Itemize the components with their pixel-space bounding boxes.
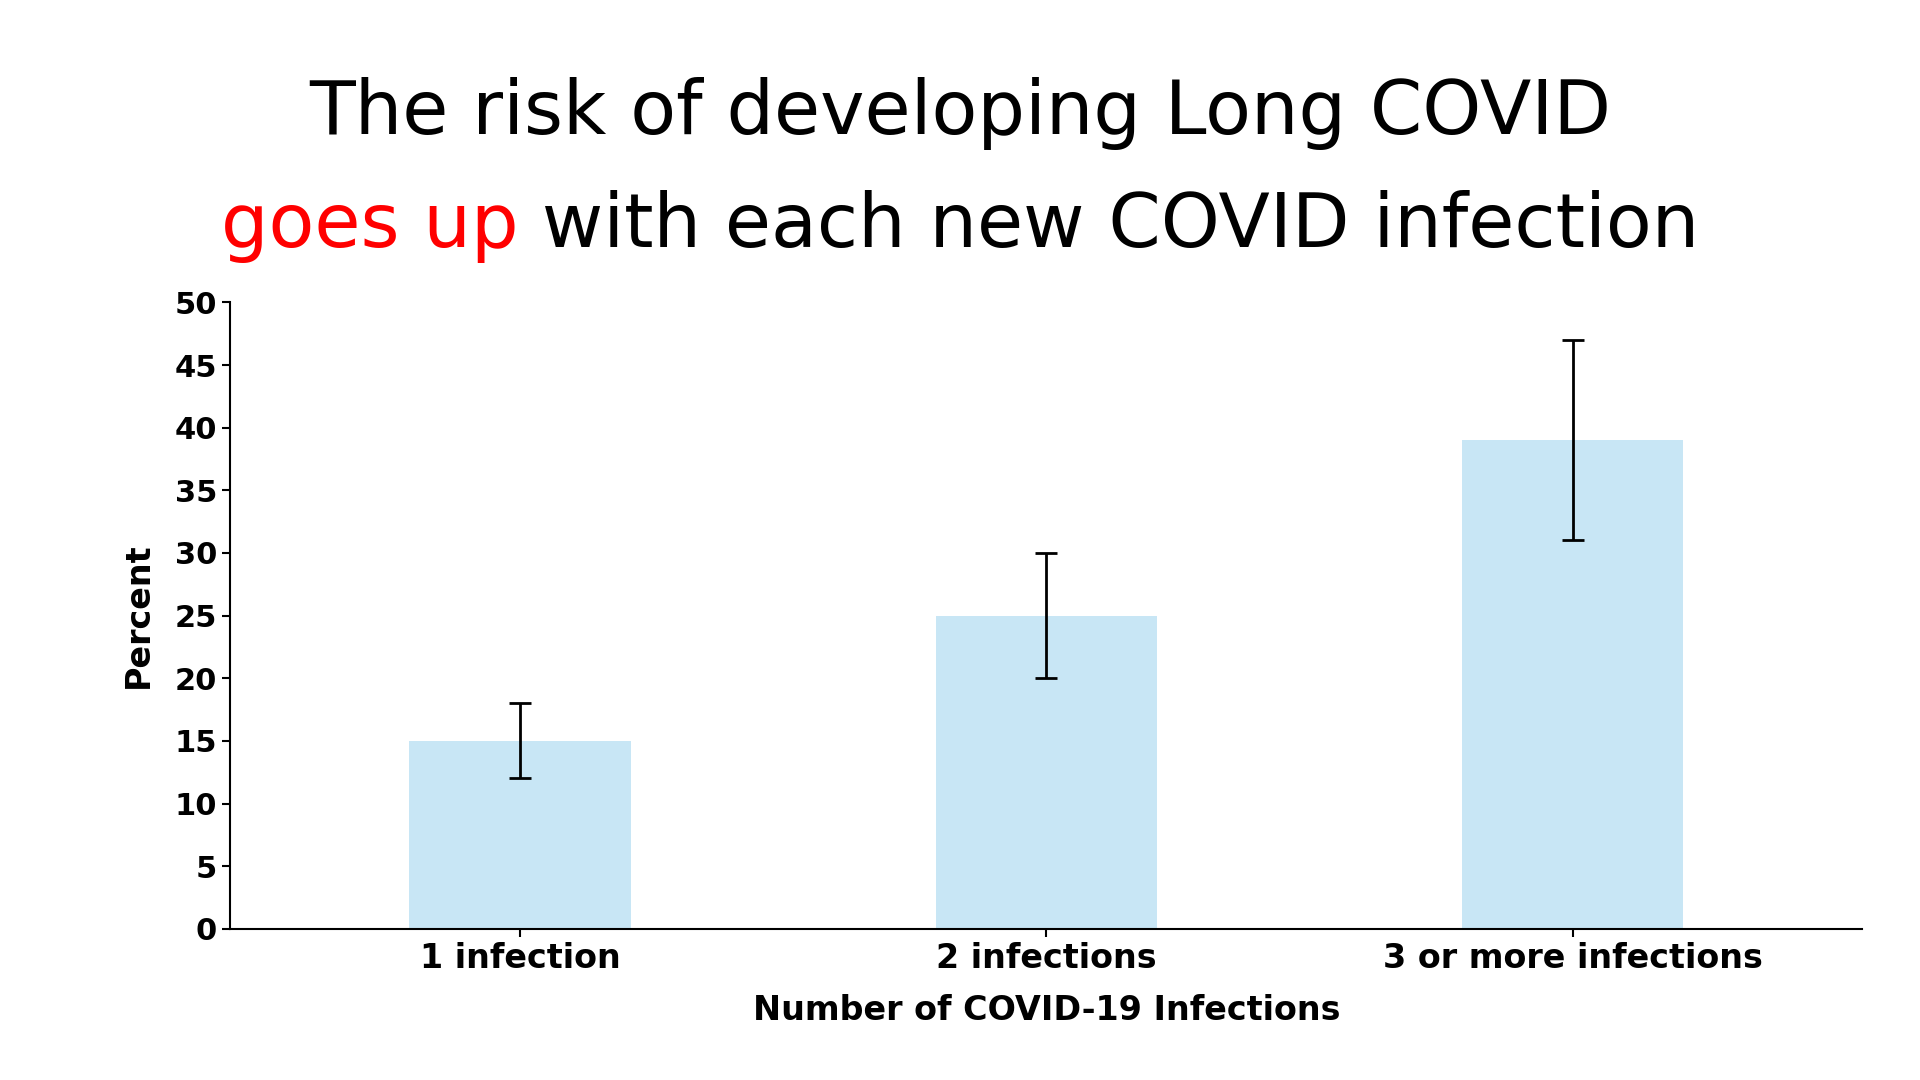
Y-axis label: Percent: Percent (123, 543, 156, 688)
Bar (935, 616, 1158, 929)
Text: goes up: goes up (221, 190, 518, 264)
X-axis label: Number of COVID-19 Infections: Number of COVID-19 Infections (753, 995, 1340, 1027)
Text: with each new COVID infection: with each new COVID infection (518, 190, 1699, 264)
Text: The risk of developing Long COVID: The risk of developing Long COVID (309, 77, 1611, 150)
Bar (1463, 441, 1684, 929)
Bar (409, 741, 630, 929)
